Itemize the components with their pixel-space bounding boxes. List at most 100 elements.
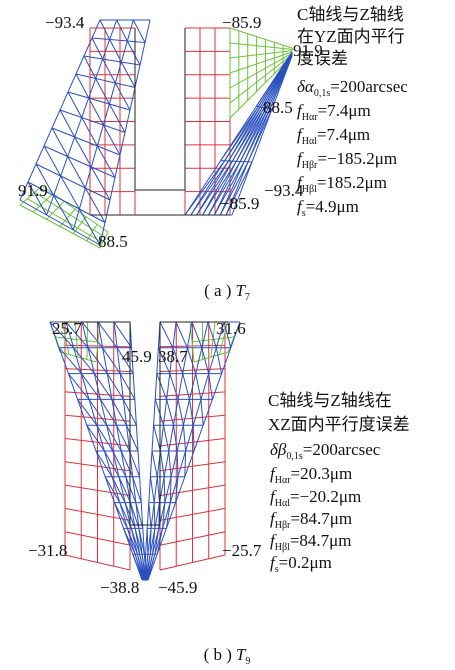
value: =−185.2μm [317,149,397,168]
description: C轴线与Z轴线 [297,5,404,24]
subscript: Hαl [275,498,290,509]
wire [97,425,113,451]
wire [92,38,145,43]
wire [154,425,161,451]
wire [176,322,187,348]
value: =185.2μm [317,173,387,192]
subscript: Hαl [302,136,317,147]
value: =200arcsec [330,77,408,96]
wire [150,477,154,503]
wire [87,425,105,451]
parameter: fHβr=−185.2μm [297,149,397,171]
page: −93.4−85.991.988.5−93.491.9−85.988.5C轴线与… [0,0,455,670]
wire [177,451,178,477]
wire [169,451,171,477]
description: XZ面内平行度误差 [268,415,410,434]
parameter: fs=0.2μm [270,553,332,575]
wire [75,137,92,167]
wire [52,128,68,157]
wire [68,374,89,400]
description: 度误差 [297,49,348,68]
value: =84.7μm [290,509,352,528]
wire [157,374,167,400]
caption-label: ( a ) [204,281,231,300]
subscript: Hβl [302,184,317,195]
description: 在YZ面内平行 [297,27,405,46]
subscript: Hβr [302,160,318,171]
wire [183,425,185,451]
value: =84.7μm [290,531,352,550]
subscript: Hαr [302,112,318,123]
wire [193,425,194,451]
wire [97,146,115,178]
caption-subscript: 7 [245,292,250,303]
wire [201,399,203,425]
parameter: fHβr=84.7μm [270,509,352,531]
wire [147,528,148,554]
value-label: 25.7 [52,319,82,338]
value-label: 88.5 [98,232,128,251]
subscript: 0,1s [314,88,331,99]
symbol: δβ [270,440,287,459]
parameter: fHαr=20.3μm [270,464,352,486]
wire [84,56,140,65]
wire [192,322,202,348]
symbol: δα [297,77,315,96]
wireframe [20,20,150,245]
wire [160,322,173,348]
caption: ( a )T7 [204,281,250,303]
parameter: fHαl=−20.2μm [270,487,361,509]
wire [52,128,120,155]
parameter: fs=4.9μm [297,197,359,219]
value-label: 88.5 [263,98,293,117]
parameter: δα0,1s=200arcsec [297,77,408,99]
value-label: −38.8 [100,578,139,597]
value-label: −85.9 [220,194,259,213]
value: =200arcsec [303,440,381,459]
wire [167,399,174,425]
wire [183,374,190,400]
value-label: −31.8 [28,541,67,560]
value-label: 45.9 [122,347,152,366]
figure: −93.4−85.991.988.5−93.491.9−85.988.5C轴线与… [0,0,455,670]
value-label: −25.7 [222,541,262,560]
wire [78,399,97,425]
value: =20.3μm [291,464,353,483]
wire [155,399,163,425]
subscript: Hαr [275,475,291,486]
parameter: fHβl=84.7μm [270,531,352,553]
value-label: −93.4 [45,13,85,32]
caption-subscript: 9 [245,656,250,667]
wire [216,348,221,374]
wire [196,374,201,400]
wire [105,477,120,503]
caption-label: ( b ) [204,645,232,664]
wire [104,451,119,477]
value: =−20.2μm [290,487,361,506]
wire [164,425,169,451]
wire [166,503,170,529]
parameter: fHβl=185.2μm [297,173,387,195]
value: =7.4μm [317,125,370,144]
wire [152,451,157,477]
wire [92,38,103,59]
value-label: 38.7 [158,347,188,366]
value: =0.2μm [279,553,332,572]
value-label: −45.9 [158,578,197,597]
subscript: Hβl [275,542,290,553]
subscript: Hβr [275,520,291,531]
parameter: fHαl=7.4μm [297,125,370,147]
value: =7.4μm [318,101,371,120]
value-label: −85.9 [222,13,261,32]
subscript: 0,1s [286,451,303,462]
value: =4.9μm [306,197,359,216]
description: C轴线与Z轴线在 [268,391,392,410]
caption: ( b )T9 [204,645,251,667]
wire [178,399,183,425]
wire [164,477,165,503]
wire [119,477,131,503]
wire [127,41,140,65]
value-label: 91.9 [18,181,48,200]
parameter: fHαr=7.4μm [297,101,371,123]
wire [160,451,164,477]
